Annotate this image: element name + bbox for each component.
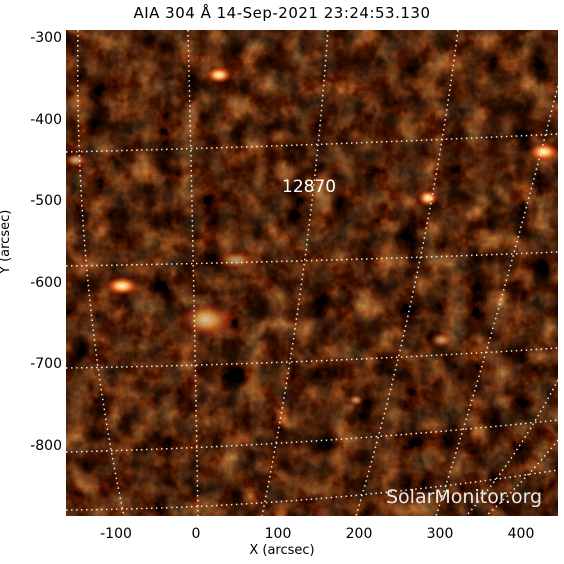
y-axis-label: Y (arcsec) <box>0 209 13 274</box>
solar-image <box>66 30 558 516</box>
x-tick-label: -100 <box>100 526 132 542</box>
watermark: SolarMonitor.org <box>386 486 543 508</box>
x-tick-label: 400 <box>507 526 535 542</box>
x-tick-label: 0 <box>191 526 201 542</box>
y-tick-label: -800 <box>30 438 62 454</box>
coordinate-grid <box>66 30 558 516</box>
x-axis-label: X (arcsec) <box>249 543 315 558</box>
x-tick-label: 300 <box>426 526 454 542</box>
y-tick-label: -600 <box>30 275 62 291</box>
bright-points <box>66 66 558 406</box>
x-tick-label: 200 <box>345 526 373 542</box>
y-tick-label: -500 <box>30 193 62 209</box>
x-tick-label: 100 <box>264 526 292 542</box>
solar-texture <box>66 30 558 516</box>
y-tick-label: -700 <box>30 356 62 372</box>
image-title: AIA 304 Å 14-Sep-2021 23:24:53.130 <box>133 4 431 22</box>
active-region-label: 12870 <box>282 177 337 197</box>
y-tick-label: -300 <box>30 30 62 46</box>
y-tick-label: -400 <box>30 112 62 128</box>
